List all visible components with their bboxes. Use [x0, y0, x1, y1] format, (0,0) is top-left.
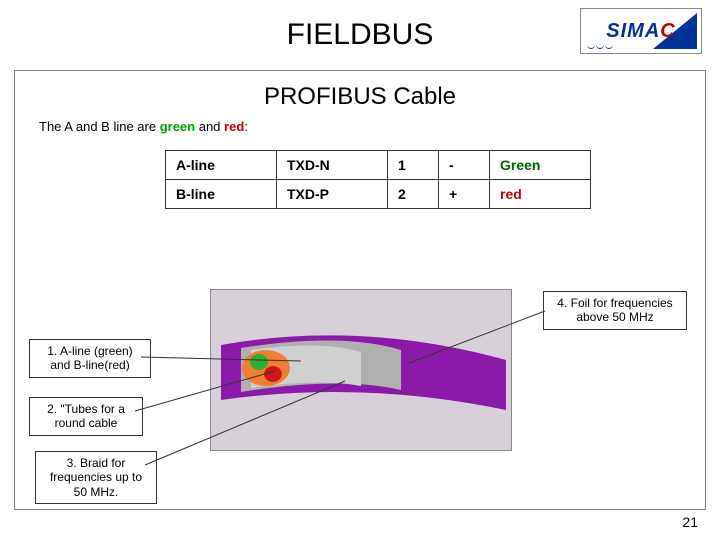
cable-svg: [211, 290, 511, 450]
cell-num: 1: [388, 151, 439, 180]
intro-suffix: :: [244, 119, 248, 134]
logo-text: SIMAC: [606, 20, 675, 43]
table-row: B-lineTXD-P2+red: [166, 180, 591, 209]
table-row: A-lineTXD-N1-Green: [166, 151, 591, 180]
cell-sig: TXD-P: [277, 180, 388, 209]
cell-color: red: [490, 180, 591, 209]
cell-line: A-line: [166, 151, 277, 180]
slide-title: FIELDBUS: [287, 18, 434, 52]
cell-num: 2: [388, 180, 439, 209]
cell-line: B-line: [166, 180, 277, 209]
callout-2: 2. "Tubes for a round cable: [29, 397, 143, 436]
page-number: 21: [682, 514, 698, 530]
intro-text: The A and B line are green and red:: [39, 119, 705, 134]
intro-mid: and: [195, 119, 224, 134]
callout-1: 1. A-line (green) and B-line(red): [29, 339, 151, 378]
cable-diagram: [210, 289, 512, 451]
cell-color: Green: [490, 151, 591, 180]
intro-green: green: [160, 119, 195, 134]
content-frame: PROFIBUS Cable The A and B line are gree…: [14, 70, 706, 510]
cell-sig: TXD-N: [277, 151, 388, 180]
callout-4: 4. Foil for frequencies above 50 MHz: [543, 291, 687, 330]
intro-red: red: [224, 119, 244, 134]
callout-3: 3. Braid for frequencies up to 50 MHz.: [35, 451, 157, 504]
cell-pol: -: [439, 151, 490, 180]
brand-logo: SIMAC: [580, 8, 702, 54]
slide-header: FIELDBUS SIMAC: [0, 0, 720, 60]
signal-table: A-lineTXD-N1-GreenB-lineTXD-P2+red: [165, 150, 591, 209]
intro-prefix: The A and B line are: [39, 119, 160, 134]
slide-subtitle: PROFIBUS Cable: [15, 83, 705, 111]
cell-pol: +: [439, 180, 490, 209]
